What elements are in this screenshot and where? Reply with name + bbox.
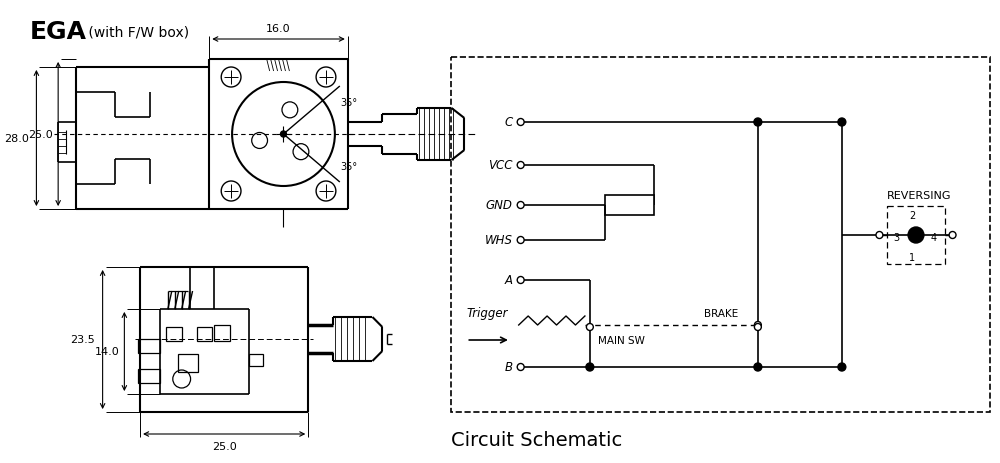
Text: 35°: 35° [340, 98, 357, 108]
Bar [887, 206, 945, 264]
Circle shape [517, 119, 524, 126]
Circle shape [586, 363, 594, 371]
Text: 16.0: 16.0 [266, 24, 291, 34]
Circle shape [517, 162, 524, 169]
Bar [138, 339, 160, 353]
Circle shape [908, 227, 924, 244]
Text: Trigger: Trigger [466, 307, 508, 320]
Bar [166, 327, 182, 341]
Text: 23.5: 23.5 [70, 335, 95, 345]
Text: GND: GND [486, 199, 513, 212]
Text: REVERSING: REVERSING [887, 191, 952, 200]
Text: Circuit Schematic: Circuit Schematic [451, 430, 623, 449]
Circle shape [876, 232, 883, 239]
Circle shape [949, 232, 956, 239]
Bar [249, 354, 263, 366]
Circle shape [517, 277, 524, 284]
Bar [605, 195, 654, 216]
Circle shape [754, 322, 761, 329]
Circle shape [754, 119, 762, 127]
Text: A: A [505, 274, 513, 287]
Text: WHS: WHS [485, 234, 513, 247]
Circle shape [586, 324, 593, 331]
Text: MAIN SW: MAIN SW [598, 335, 645, 345]
Bar [214, 325, 230, 341]
Text: 2: 2 [909, 211, 915, 220]
Bar [138, 369, 160, 383]
Text: C: C [505, 116, 513, 129]
Circle shape [517, 237, 524, 244]
Text: 14.0: 14.0 [95, 347, 119, 357]
Circle shape [232, 83, 335, 187]
Bar [178, 354, 198, 372]
Text: VCC: VCC [488, 159, 513, 172]
Circle shape [754, 363, 762, 371]
Text: 25.0: 25.0 [212, 441, 237, 451]
Text: 25.0: 25.0 [28, 130, 53, 140]
Circle shape [281, 131, 286, 138]
Circle shape [754, 324, 761, 331]
Text: EGA: EGA [29, 20, 86, 44]
Text: B: B [505, 361, 513, 374]
Text: BRAKE: BRAKE [704, 308, 738, 319]
Text: 4: 4 [931, 232, 937, 243]
Circle shape [838, 363, 846, 371]
Bar [197, 327, 212, 341]
Circle shape [517, 202, 524, 209]
Text: 1: 1 [909, 252, 915, 263]
Text: 28.0: 28.0 [4, 134, 29, 144]
Circle shape [517, 364, 524, 371]
Text: 35°: 35° [340, 162, 357, 172]
Circle shape [838, 119, 846, 127]
Text: 3: 3 [893, 232, 899, 243]
Text: (with F/W box): (with F/W box) [84, 25, 189, 39]
Bar [451, 58, 990, 412]
